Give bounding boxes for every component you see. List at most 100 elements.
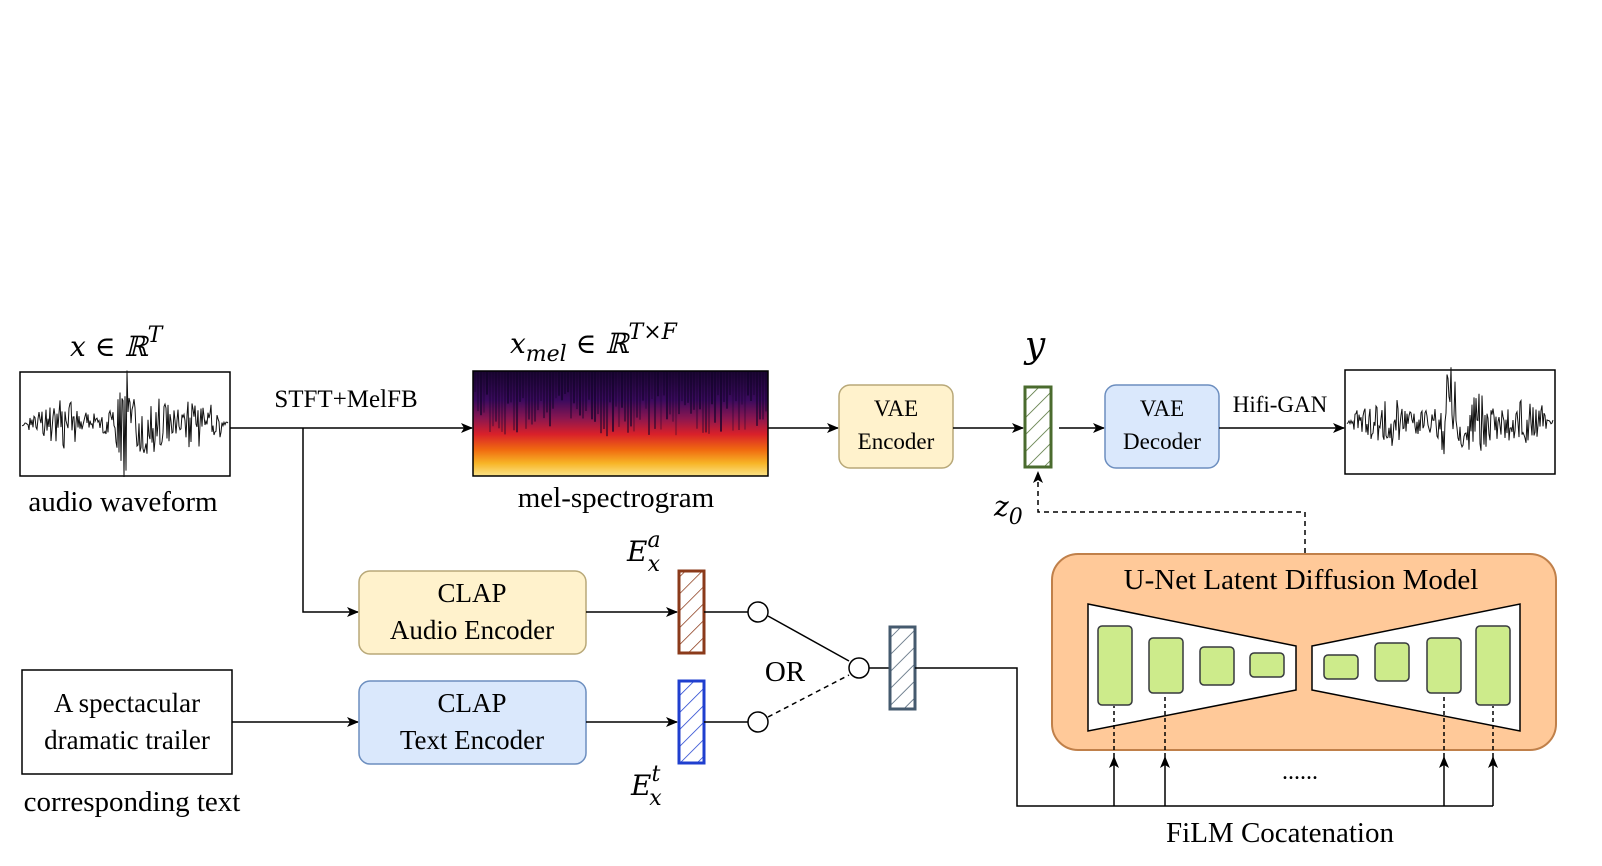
mel-texture-stripe (609, 372, 611, 403)
mel-texture-stripe (741, 372, 743, 405)
unet-title: U-Net Latent Diffusion Model (1124, 564, 1479, 596)
mel-texture-stripe (549, 372, 551, 427)
mel-texture-stripe (498, 372, 500, 429)
mel-texture-stripe (540, 372, 542, 401)
mel-texture-stripe (627, 372, 629, 433)
y-symbol: y (1023, 325, 1046, 366)
waveform-to-clap-arrow (302, 428, 359, 617)
mel-texture-stripe (606, 372, 608, 437)
mel-texture-stripe (690, 372, 692, 414)
mel-texture-stripe (750, 372, 752, 401)
mel-texture-stripe (648, 372, 650, 435)
mel-texture-stripe (564, 372, 566, 394)
mel-texture-stripe (546, 372, 548, 413)
z0-symbol: z0 (993, 490, 1023, 530)
mel-texture-stripe (534, 372, 536, 422)
mel-texture-stripe (561, 372, 563, 401)
text-prompt-line-1: A spectacular (54, 688, 200, 718)
mel-texture-stripe (747, 372, 749, 396)
mel-texture-stripe (555, 372, 557, 399)
mel-texture-stripe (717, 372, 719, 396)
mel-texture-stripe (705, 372, 707, 433)
mel-texture-stripe (510, 372, 512, 403)
unet-block-enc-4 (1249, 652, 1285, 678)
mel-texture-stripe (642, 372, 644, 401)
mel-texture-stripe (651, 372, 653, 399)
x-symbol: x ∈ ℝT (70, 323, 165, 363)
mel-texture-stripe (636, 372, 638, 418)
mel-texture-stripe (528, 372, 530, 420)
stft-label: STFT+MelFB (274, 386, 417, 413)
mel-texture-stripe (588, 372, 590, 400)
mel-texture-stripe (702, 372, 704, 433)
mel-texture-stripe (558, 372, 560, 396)
unet-block-enc-2 (1148, 637, 1184, 694)
mel-texture-stripe (477, 372, 479, 412)
mel-texture-stripe (474, 372, 476, 392)
switch-line-text-dashed (767, 674, 850, 718)
mel-texture-stripe (585, 372, 587, 411)
vae-decoder-box: VAE Decoder (1104, 384, 1220, 469)
vae-decoder-line-2: Decoder (1123, 429, 1201, 454)
mel-texture-stripe (732, 372, 734, 431)
mel-texture-stripe (495, 372, 497, 422)
mel-texture-stripe (516, 372, 518, 433)
film-ellipsis: ...... (1282, 759, 1318, 785)
mel-texture-stripe (657, 372, 659, 397)
mel-texture-stripe (723, 372, 725, 402)
unet-block-dec-2 (1374, 642, 1410, 682)
mel-texture-stripe (666, 372, 668, 420)
condition-to-film-wire (915, 667, 1493, 807)
mel-texture-stripe (531, 372, 533, 425)
mel-texture-stripe (681, 372, 683, 402)
mel-texture-stripe (513, 372, 515, 431)
hifigan-label: Hifi-GAN (1233, 392, 1328, 417)
output-waveform-trace (1346, 367, 1554, 455)
input-waveform-panel (19, 370, 231, 478)
mel-texture-stripe (684, 372, 686, 406)
mel-texture-stripe (501, 372, 503, 432)
mel-texture-stripe (507, 372, 509, 404)
text-prompt-line-2: dramatic trailer (44, 725, 210, 755)
mel-texture-stripe (756, 372, 758, 426)
mel-texture-stripe (522, 372, 524, 399)
mel-texture-stripe (579, 372, 581, 416)
mel-texture-stripe (597, 372, 599, 415)
unet-block-dec-1 (1323, 654, 1359, 680)
condition-embedding-vector (888, 625, 917, 711)
mel-texture-stripe (615, 372, 617, 407)
mel-texture-stripe (708, 372, 710, 434)
unet-panel: U-Net Latent Diffusion Model (1051, 553, 1557, 751)
text-embedding-vector (677, 679, 706, 765)
mel-texture-stripe (672, 372, 674, 422)
clap-text-encoder-box: CLAP Text Encoder (358, 680, 587, 765)
mel-texture-stripe (576, 372, 578, 410)
unet-block-enc-1 (1097, 625, 1133, 706)
mel-texture-stripe (687, 372, 689, 403)
mel-texture-stripe (738, 372, 740, 430)
vae-encoder-box: VAE Encoder (838, 384, 954, 469)
text-prompt-box: A spectacular dramatic trailer (21, 669, 233, 775)
mel-texture-stripe (519, 372, 521, 402)
input-waveform-trace (21, 370, 229, 478)
mel-texture-stripe (537, 372, 539, 411)
latent-y-vector (1023, 385, 1053, 469)
mel-texture-stripe (720, 372, 722, 432)
mel-texture-stripe (765, 372, 767, 412)
mel-texture-stripe (567, 372, 569, 393)
mel-texture-stripe (489, 372, 491, 432)
switch-node-audio (747, 601, 769, 623)
audio-embedding-vector (677, 569, 706, 655)
mel-spectrogram-image (472, 370, 769, 477)
xmel-symbol: xmel ∈ ℝT×F (510, 320, 678, 367)
mel-texture-stripe (612, 372, 614, 432)
unet-block-enc-3 (1199, 646, 1235, 686)
mel-texture-stripe (696, 372, 698, 429)
vae-encoder-line-1: VAE (874, 396, 918, 421)
mel-texture-stripe (654, 372, 656, 429)
mel-texture-stripe (630, 372, 632, 427)
mel-texture-stripe (486, 372, 488, 395)
mel-texture-stripe (525, 372, 527, 429)
mel-texture-stripe (582, 372, 584, 419)
